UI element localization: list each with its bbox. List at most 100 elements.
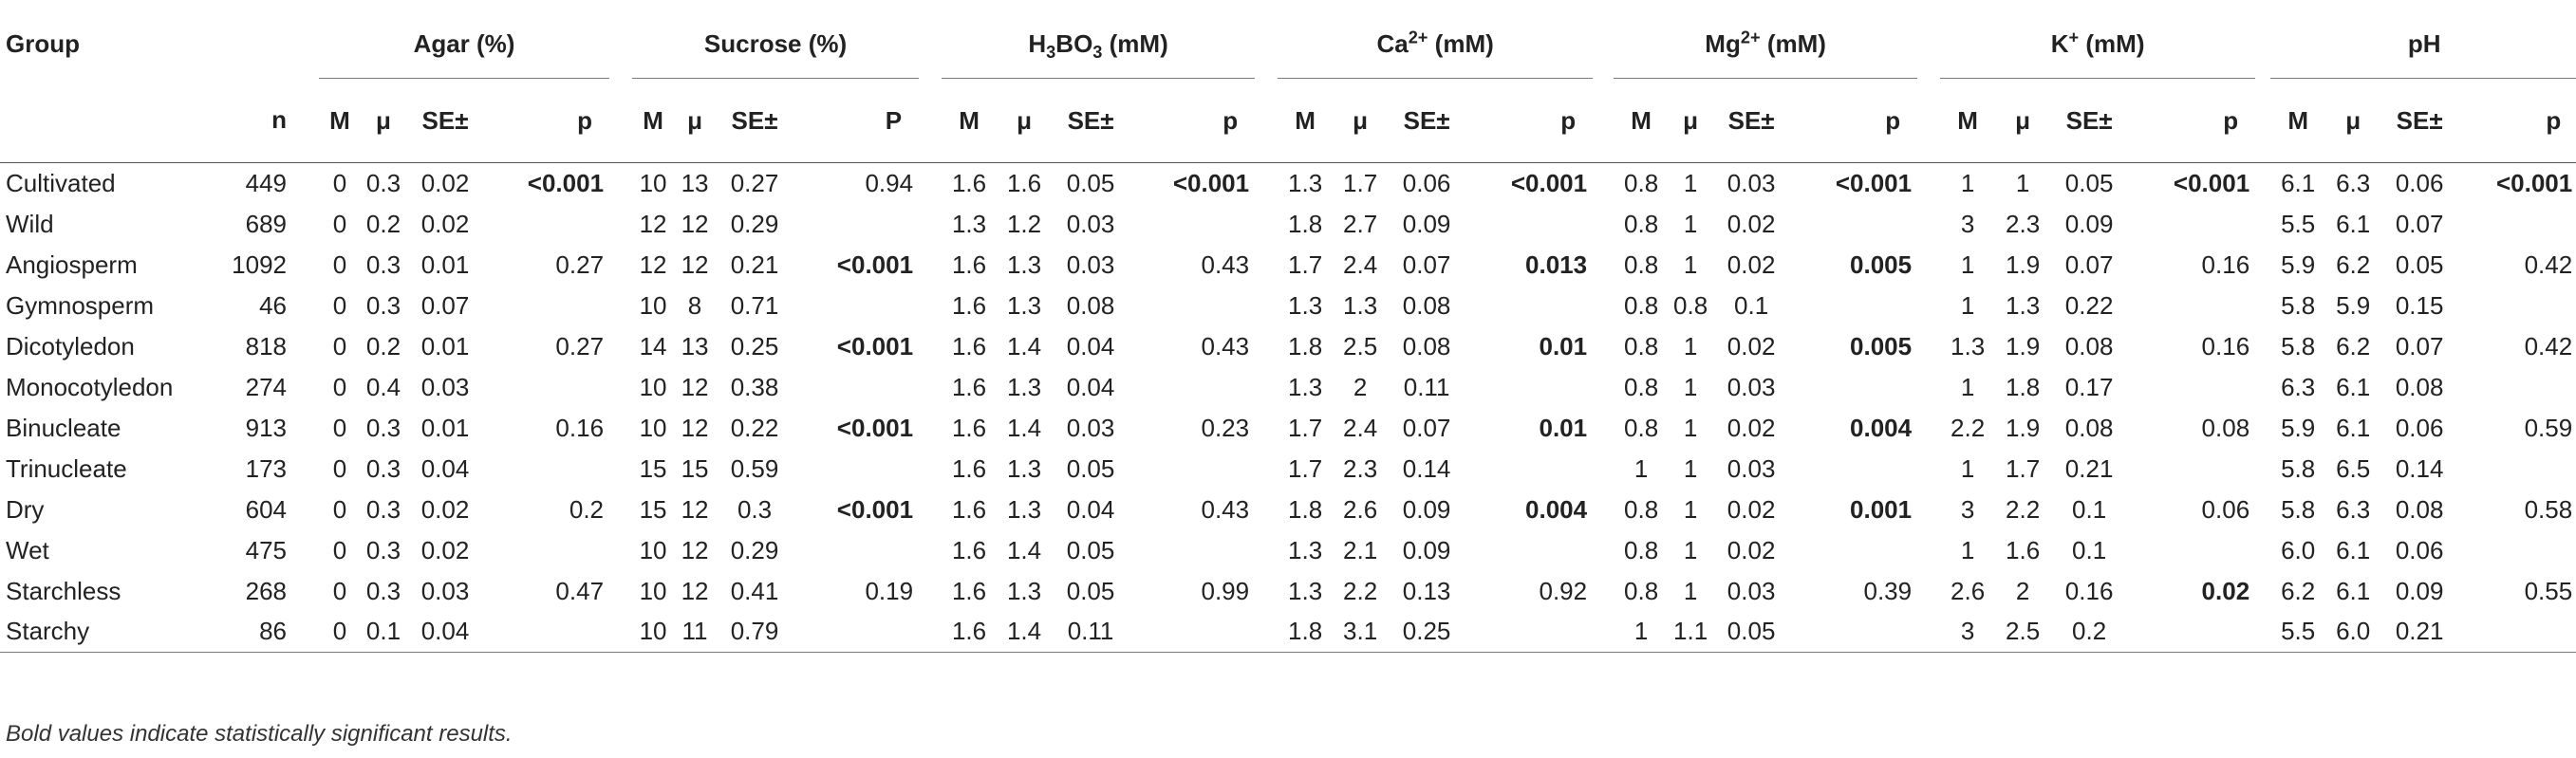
p-value-cell	[2128, 449, 2255, 490]
row-n: 274	[245, 372, 287, 401]
value-cell: 1	[1960, 290, 1975, 320]
value-cell: 0.8	[1624, 494, 1659, 524]
value-cell: 0.8	[1624, 331, 1659, 361]
p-value-cell: 0.43	[1201, 494, 1250, 524]
value-cell: 0.2	[365, 331, 401, 361]
table-row: Cultivated 449 0 0.3 0.02 <0.001 10 13 0.27 0.94 1…	[0, 163, 2576, 204]
value-cell: 0.15	[2395, 290, 2444, 320]
subheader-cell: μ	[376, 105, 391, 135]
subheader-cell: M	[329, 105, 350, 135]
header-h3bo3: H3BO3 (mM)	[942, 9, 1256, 79]
p-value-cell	[1129, 612, 1255, 653]
subheader-cell: μ	[2345, 105, 2361, 135]
value-cell: 6.3	[2336, 494, 2371, 524]
table-row: Wet 475 0 0.3 0.02 10 12 0.29 1.6 1.4 0.05 1.3 2.1 0.…	[0, 530, 2576, 571]
value-cell: 1	[1683, 250, 1698, 279]
value-cell: 2.4	[1343, 413, 1378, 442]
value-cell: 10	[639, 413, 667, 442]
value-cell: 0.8	[1624, 168, 1659, 197]
value-cell: 0.02	[1727, 331, 1776, 361]
value-cell: 0.29	[730, 209, 779, 238]
value-cell: 8	[687, 290, 702, 320]
value-cell: 12	[639, 250, 667, 279]
value-cell: 0.59	[730, 453, 779, 483]
value-cell: 6.2	[2281, 576, 2316, 605]
value-cell: 0.71	[730, 290, 779, 320]
header-agar: Agar (%)	[319, 9, 610, 79]
value-cell: 1.3	[1288, 535, 1323, 564]
value-cell: 5.9	[2281, 250, 2316, 279]
value-cell: 0.08	[1402, 331, 1451, 361]
value-cell: 0.02	[1727, 413, 1776, 442]
value-cell: 1	[1683, 413, 1698, 442]
value-cell: 1	[1960, 372, 1975, 401]
value-cell: 0.3	[365, 535, 401, 564]
subheader-cell: M	[1631, 105, 1652, 135]
value-cell: 0.11	[1403, 372, 1450, 401]
p-value-cell: 0.004	[1850, 413, 1913, 442]
p-value-cell	[793, 449, 919, 490]
value-cell: 0.04	[1066, 494, 1115, 524]
p-value-cell: 0.42	[2524, 331, 2573, 361]
value-cell: 10	[639, 576, 667, 605]
header-magnesium: Mg2+ (mM)	[1614, 9, 1918, 79]
value-cell: 1.6	[951, 331, 987, 361]
p-value-cell: 0.47	[555, 576, 605, 605]
value-cell: 0.08	[2064, 331, 2114, 361]
row-n: 449	[245, 168, 287, 197]
row-n: 818	[245, 331, 287, 361]
value-cell: 1	[1960, 453, 1975, 483]
value-cell: 0.13	[1402, 576, 1451, 605]
value-cell: 6.1	[2336, 209, 2371, 238]
value-cell: 0.06	[2395, 168, 2444, 197]
p-value-cell: 0.004	[1525, 494, 1588, 524]
value-cell: 1.8	[2006, 372, 2041, 401]
value-cell: 0.04	[420, 453, 470, 483]
value-cell: 0.8	[1624, 209, 1659, 238]
value-cell: 1.6	[951, 576, 987, 605]
value-cell: 1	[1683, 168, 1698, 197]
p-value-cell	[1790, 286, 1917, 326]
p-value-cell: 0.001	[1850, 494, 1913, 524]
value-cell: 0.16	[2064, 576, 2114, 605]
subheader-cell: SE±	[731, 105, 778, 135]
value-cell: 13	[681, 168, 709, 197]
p-value-cell: <0.001	[527, 168, 605, 197]
p-value-cell: 0.16	[555, 413, 605, 442]
value-cell: 5.9	[2336, 290, 2371, 320]
value-cell: 0.27	[730, 168, 779, 197]
value-cell: 0.25	[1402, 617, 1451, 646]
value-cell: 0.41	[730, 576, 779, 605]
value-cell: 1.6	[951, 413, 987, 442]
p-value-cell	[2128, 612, 2255, 653]
row-label: Trinucleate	[6, 453, 127, 483]
value-cell: 1.3	[1288, 290, 1323, 320]
value-cell: 15	[639, 494, 667, 524]
p-value-cell	[1465, 612, 1593, 653]
value-cell: 6.1	[2336, 413, 2371, 442]
table-row: Gymnosperm 46 0 0.3 0.07 10 8 0.71 1.6 1.3 0.08 1.3…	[0, 286, 2576, 326]
value-cell: 0.01	[420, 413, 470, 442]
value-cell: 1.3	[2006, 290, 2041, 320]
value-cell: 0.03	[1727, 576, 1776, 605]
value-cell: 2.3	[2006, 209, 2041, 238]
value-cell: 0.07	[1402, 413, 1451, 442]
p-value-cell: 0.99	[1201, 576, 1250, 605]
p-value-cell: <0.001	[836, 250, 914, 279]
value-cell: 2	[1353, 372, 1368, 401]
p-value-cell: 0.02	[2201, 576, 2250, 605]
p-value-cell: 0.94	[865, 168, 914, 197]
value-cell: 0.3	[365, 413, 401, 442]
p-value-cell: 0.2	[569, 494, 605, 524]
subheader-cell: M	[2287, 105, 2308, 135]
value-cell: 0.09	[2395, 576, 2444, 605]
value-cell: 0.07	[420, 290, 470, 320]
p-value-cell	[2458, 204, 2576, 245]
p-value-cell: 0.16	[2201, 250, 2250, 279]
value-cell: 1.3	[951, 209, 987, 238]
value-cell: 1.3	[1006, 290, 1042, 320]
value-cell: 6.2	[2336, 331, 2371, 361]
value-cell: 1	[1683, 209, 1698, 238]
value-cell: 1.6	[951, 290, 987, 320]
